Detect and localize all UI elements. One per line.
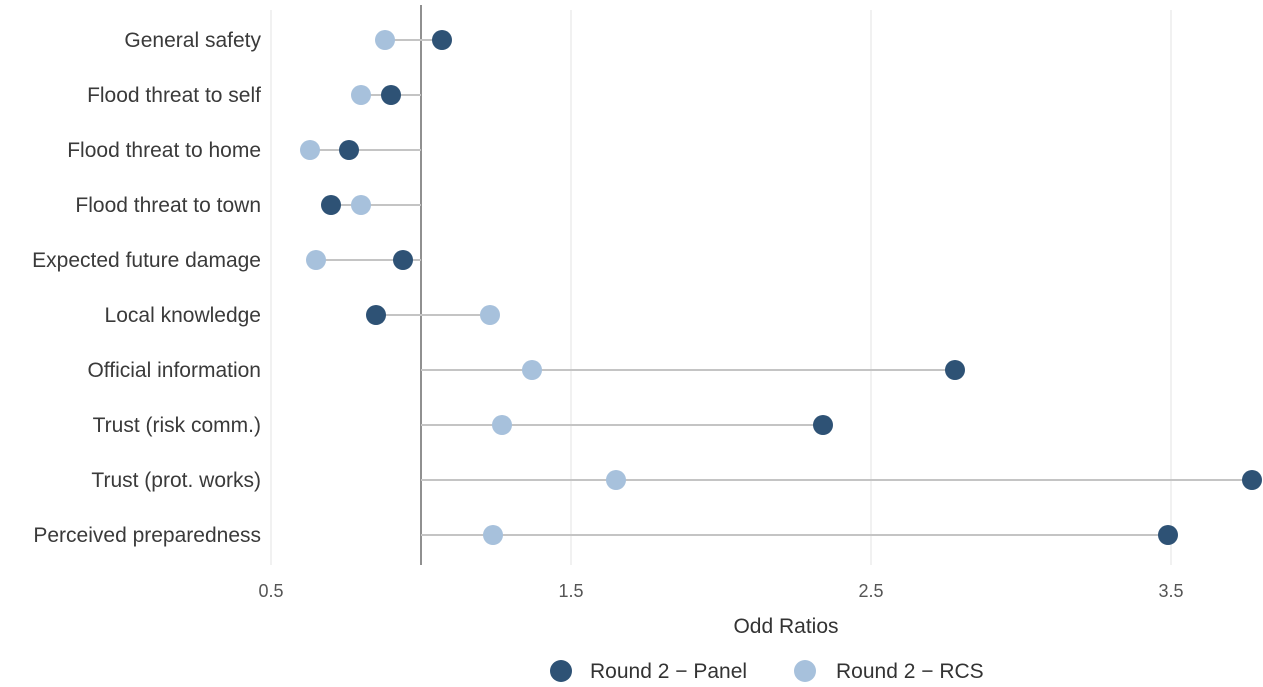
category-label: Trust (prot. works) (91, 469, 261, 492)
point-panel (1158, 525, 1178, 545)
point-panel (813, 415, 833, 435)
legend-swatch-panel (550, 660, 572, 682)
x-axis-title: Odd Ratios (733, 615, 838, 638)
point-rcs (483, 525, 503, 545)
point-rcs (351, 85, 371, 105)
category-label: General safety (124, 29, 261, 52)
point-panel (339, 140, 359, 160)
point-rcs (351, 195, 371, 215)
category-label: Expected future damage (32, 249, 261, 272)
point-panel (1242, 470, 1262, 490)
x-tick-label: 3.5 (1158, 581, 1183, 601)
connector-lines (310, 39, 1252, 536)
x-tick-labels: 0.5 1.5 2.5 3.5 (258, 581, 1183, 601)
point-panel (945, 360, 965, 380)
category-label: Local knowledge (105, 304, 261, 327)
legend: Round 2 − Panel Round 2 − RCS (550, 660, 984, 683)
x-tick-label: 1.5 (558, 581, 583, 601)
legend-label-panel: Round 2 − Panel (590, 660, 747, 683)
x-tick-label: 2.5 (858, 581, 883, 601)
category-label: Official information (87, 359, 261, 382)
point-rcs (606, 470, 626, 490)
x-tick-label: 0.5 (258, 581, 283, 601)
category-label: Flood threat to town (75, 194, 261, 217)
category-label: Flood threat to self (87, 84, 261, 107)
legend-label-rcs: Round 2 − RCS (836, 660, 984, 683)
category-labels: General safety Flood threat to self Flood … (32, 29, 261, 547)
point-rcs (300, 140, 320, 160)
point-panel (381, 85, 401, 105)
point-panel (366, 305, 386, 325)
category-label: Perceived preparedness (33, 524, 261, 547)
point-rcs (522, 360, 542, 380)
point-rcs (480, 305, 500, 325)
point-rcs (306, 250, 326, 270)
category-label: Flood threat to home (67, 139, 261, 162)
legend-swatch-rcs (794, 660, 816, 682)
point-panel (432, 30, 452, 50)
category-label: Trust (risk comm.) (93, 414, 261, 437)
point-rcs (492, 415, 512, 435)
data-points (300, 30, 1262, 545)
point-rcs (375, 30, 395, 50)
gridlines (270, 10, 1172, 565)
point-panel (393, 250, 413, 270)
point-panel (321, 195, 341, 215)
